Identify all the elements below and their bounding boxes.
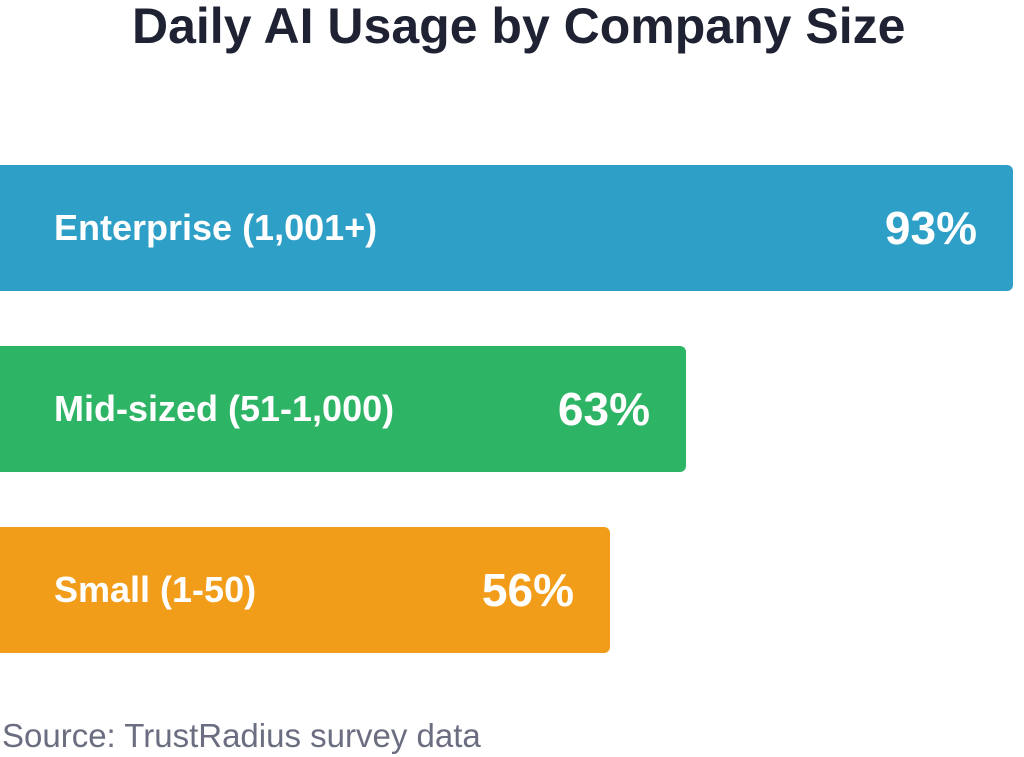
chart-title: Daily AI Usage by Company Size — [132, 0, 906, 54]
source-note: Source: TrustRadius survey data — [2, 717, 481, 754]
bar-mid-sized: Mid-sized (51-1,000) 63% — [0, 346, 686, 472]
bar-value-label: 56% — [481, 564, 574, 616]
bar-label: Small (1-50) — [54, 569, 257, 610]
bar-enterprise: Enterprise (1,001+) 93% — [0, 165, 1013, 291]
bar-value-label: 63% — [557, 383, 650, 435]
bar-label: Mid-sized (51-1,000) — [54, 388, 395, 429]
bar-value-label: 93% — [884, 202, 977, 254]
bar-small: Small (1-50) 56% — [0, 527, 610, 653]
bar-label: Enterprise (1,001+) — [54, 207, 378, 248]
